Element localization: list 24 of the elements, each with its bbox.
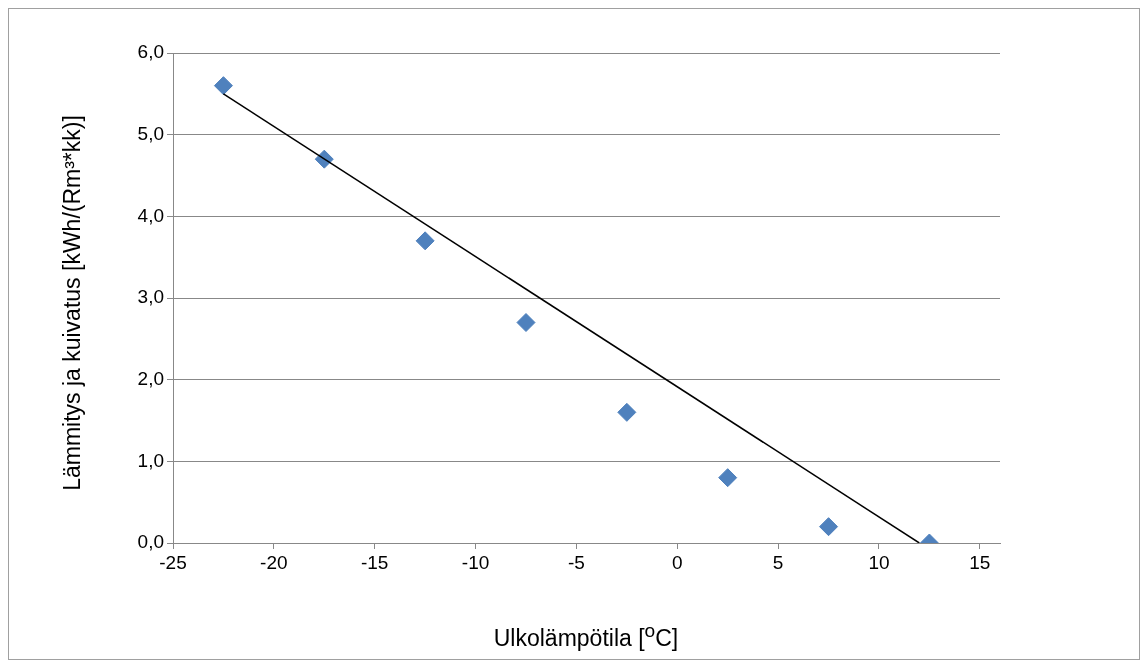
point: [415, 231, 435, 251]
y-tick-label: 1,0: [137, 449, 164, 471]
point: [516, 313, 536, 332]
point: [213, 76, 233, 96]
x-tick-label: -25: [159, 551, 187, 573]
x-tick-label: 0: [671, 551, 683, 573]
x-tick-label: 10: [868, 551, 890, 573]
x-tick-label: 15: [969, 551, 991, 573]
x-tick-label: -10: [461, 551, 490, 573]
point: [718, 468, 738, 488]
y-tick-label: 0,0: [137, 531, 164, 553]
y-tick-label: 6,0: [137, 41, 164, 63]
x-tick-label: 5: [772, 551, 784, 573]
x-tick-label: -5: [567, 551, 585, 573]
y-tick-label: 5,0: [137, 122, 164, 144]
x-tick-label: -15: [360, 551, 389, 573]
y-tick-label: 3,0: [137, 286, 164, 308]
x-tick-label: -20: [260, 551, 288, 573]
x-axis-title: Ulkolämpötila [$^{o}$C]: [493, 620, 679, 652]
y-axis-title: Lämmitys ja kuivatus [kWh/(Rm³*kk)]: [58, 115, 86, 491]
point: [617, 402, 637, 422]
point: [819, 517, 839, 537]
y-tick-label: 2,0: [137, 367, 164, 389]
y-tick-label: 4,0: [137, 204, 164, 226]
